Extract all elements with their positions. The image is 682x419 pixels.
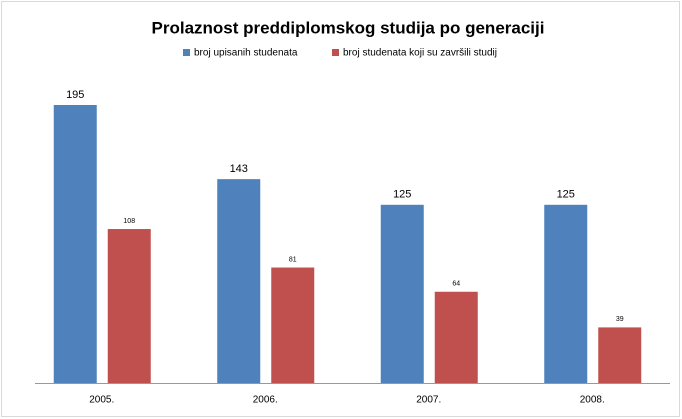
x-tick-label: 2007. bbox=[416, 395, 441, 406]
value-label: 39 bbox=[616, 316, 624, 323]
x-tick-label: 2006. bbox=[253, 395, 278, 406]
x-tick-label: 2008. bbox=[580, 395, 605, 406]
bar bbox=[107, 229, 151, 383]
legend-swatch bbox=[183, 49, 190, 56]
value-label: 64 bbox=[452, 281, 460, 288]
value-label: 108 bbox=[123, 218, 135, 225]
value-label: 81 bbox=[289, 256, 297, 263]
chart-title: Prolaznost preddiplomskog studija po gen… bbox=[152, 18, 545, 37]
value-label: 195 bbox=[66, 89, 84, 101]
bar bbox=[434, 291, 478, 383]
value-label: 143 bbox=[230, 163, 248, 175]
value-label: 125 bbox=[557, 189, 575, 201]
legend-swatch bbox=[332, 49, 339, 56]
bar bbox=[271, 267, 315, 383]
bar bbox=[544, 204, 588, 383]
legend-label: broj studenata koji su završili studij bbox=[343, 48, 497, 59]
x-tick-label: 2005. bbox=[89, 395, 114, 406]
bar bbox=[380, 204, 424, 383]
bar bbox=[598, 327, 642, 383]
bar bbox=[53, 105, 97, 383]
bar bbox=[217, 179, 261, 383]
legend-label: broj upisanih studenata bbox=[194, 48, 298, 59]
value-label: 125 bbox=[393, 189, 411, 201]
